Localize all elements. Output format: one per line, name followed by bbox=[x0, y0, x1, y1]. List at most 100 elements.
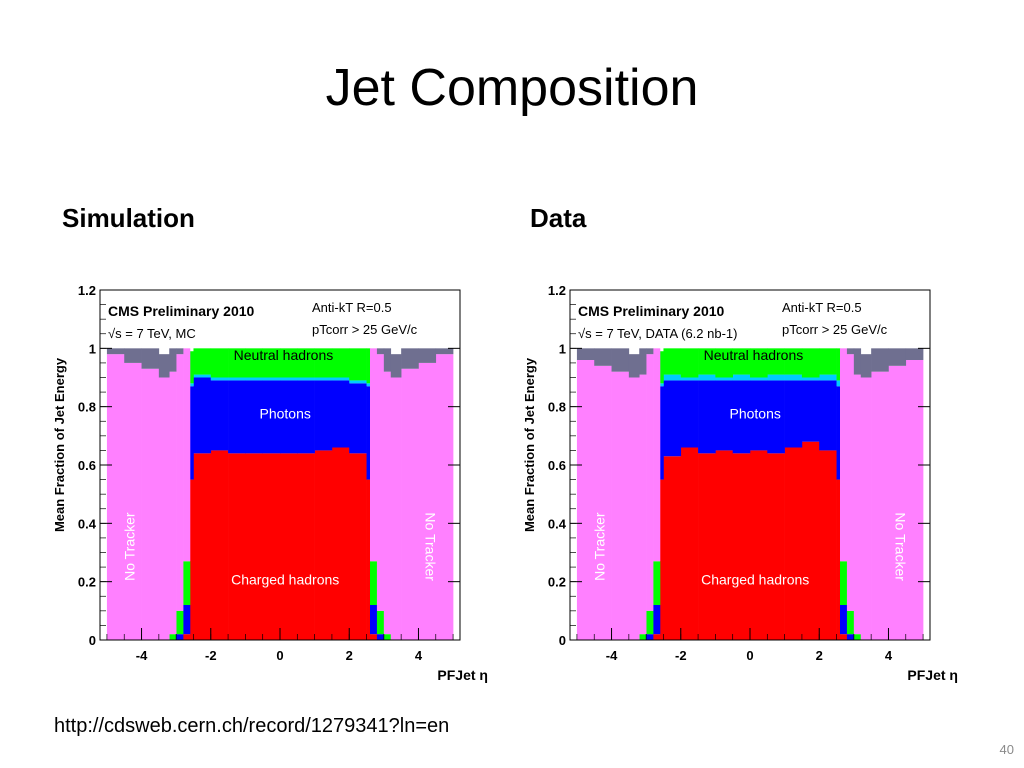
bar bbox=[660, 383, 664, 387]
bar bbox=[840, 348, 848, 562]
bar bbox=[784, 348, 803, 375]
bar bbox=[190, 383, 194, 387]
bar bbox=[141, 348, 160, 369]
bar bbox=[628, 377, 640, 640]
bar bbox=[262, 453, 281, 640]
bar bbox=[819, 374, 837, 381]
x-tick-label: -2 bbox=[205, 648, 217, 663]
data-series-hf-em bbox=[576, 348, 924, 378]
bar bbox=[435, 354, 454, 640]
bar bbox=[190, 479, 194, 640]
bar bbox=[370, 605, 378, 635]
simulation-plot: 0 0.2 0.4 0.6 0.8 1 1.2 -4 -2 0 2 4 Mean Fraction of… bbox=[40, 272, 510, 692]
bar bbox=[801, 441, 820, 640]
bar bbox=[836, 348, 841, 381]
no-tracker-right-label: No Tracker bbox=[422, 512, 438, 581]
bar bbox=[840, 634, 848, 640]
neutral-hadrons-label: Neutral hadrons bbox=[704, 347, 804, 363]
bar bbox=[767, 374, 785, 381]
bar bbox=[767, 348, 785, 375]
data-series-neutral-hadrons bbox=[639, 348, 862, 640]
source-url[interactable]: http://cdsweb.cern.ch/record/1279341?ln=… bbox=[54, 715, 450, 737]
bar bbox=[594, 348, 612, 366]
bar bbox=[376, 610, 385, 635]
bar bbox=[715, 380, 733, 451]
bar bbox=[646, 348, 654, 355]
bar bbox=[732, 348, 751, 375]
data-heading: Data bbox=[530, 203, 587, 233]
bar bbox=[836, 479, 841, 640]
y-tick-label: 1.2 bbox=[78, 283, 96, 298]
bar bbox=[183, 561, 191, 605]
x-tick-label: 0 bbox=[276, 648, 283, 663]
bar bbox=[245, 377, 263, 381]
bar bbox=[698, 453, 716, 640]
bar bbox=[639, 374, 647, 635]
bar bbox=[628, 354, 640, 378]
bar bbox=[732, 380, 751, 454]
bar bbox=[653, 348, 661, 562]
bar bbox=[383, 371, 392, 635]
no-tracker-left-label: No Tracker bbox=[592, 512, 608, 581]
bar bbox=[801, 348, 820, 378]
bar bbox=[193, 377, 212, 454]
bar bbox=[888, 365, 907, 640]
bar bbox=[784, 374, 803, 381]
bar bbox=[176, 610, 184, 635]
bar bbox=[376, 634, 385, 640]
x-tick-label: -4 bbox=[606, 648, 618, 663]
bar bbox=[663, 348, 682, 375]
bar bbox=[660, 479, 664, 640]
bar bbox=[418, 362, 437, 640]
bar bbox=[784, 380, 803, 448]
bar bbox=[314, 380, 333, 451]
bar bbox=[210, 377, 229, 381]
bar bbox=[401, 368, 419, 640]
bar bbox=[680, 447, 699, 640]
bar bbox=[158, 377, 170, 640]
bar bbox=[228, 380, 246, 454]
y-tick-label: 0.8 bbox=[548, 400, 566, 415]
bar bbox=[715, 348, 733, 378]
data-series-electrons bbox=[660, 374, 841, 387]
bar bbox=[836, 380, 841, 387]
bar bbox=[663, 456, 682, 640]
x-tick-label: -4 bbox=[136, 648, 148, 663]
bar bbox=[245, 380, 263, 454]
bar bbox=[663, 380, 682, 457]
bar bbox=[190, 351, 194, 384]
data-plot: 0 0.2 0.4 0.6 0.8 1 1.2 -4 -2 0 2 4 Mean Fraction of… bbox=[510, 272, 980, 692]
bar bbox=[366, 479, 371, 640]
bar bbox=[390, 377, 402, 640]
sim-series-electrons bbox=[190, 374, 371, 387]
bar bbox=[262, 348, 281, 378]
bar bbox=[715, 450, 733, 640]
y-axis-label: Mean Fraction of Jet Energy bbox=[52, 357, 67, 532]
x-tick-label: 2 bbox=[346, 648, 353, 663]
bar bbox=[840, 561, 848, 605]
y-tick-label: 0.4 bbox=[548, 516, 567, 531]
data-series-hf-hadrons bbox=[576, 348, 924, 640]
sim-series-neutral-hadrons bbox=[169, 348, 392, 640]
bar bbox=[767, 380, 785, 454]
energy-label: √s = 7 TeV, DATA (6.2 nb-1) bbox=[578, 326, 738, 341]
y-tick-label: 0.6 bbox=[548, 458, 566, 473]
bar bbox=[767, 453, 785, 640]
y-tick-label: 0 bbox=[559, 633, 566, 648]
bar bbox=[680, 380, 699, 448]
bar bbox=[846, 634, 855, 640]
bar bbox=[383, 348, 392, 372]
bar bbox=[853, 374, 862, 635]
charged-hadrons-label: Charged hadrons bbox=[701, 572, 809, 588]
bar bbox=[280, 348, 298, 378]
algorithm-label: Anti-kT R=0.5 bbox=[312, 300, 392, 315]
bar bbox=[349, 380, 367, 384]
bar bbox=[366, 348, 371, 384]
x-tick-label: 0 bbox=[746, 648, 753, 663]
bar bbox=[846, 610, 855, 635]
bar bbox=[370, 348, 378, 562]
cut-label: pTcorr > 25 GeV/c bbox=[312, 322, 418, 337]
bar bbox=[193, 374, 212, 378]
bar bbox=[611, 348, 630, 372]
sim-series-hf-em bbox=[106, 348, 454, 378]
